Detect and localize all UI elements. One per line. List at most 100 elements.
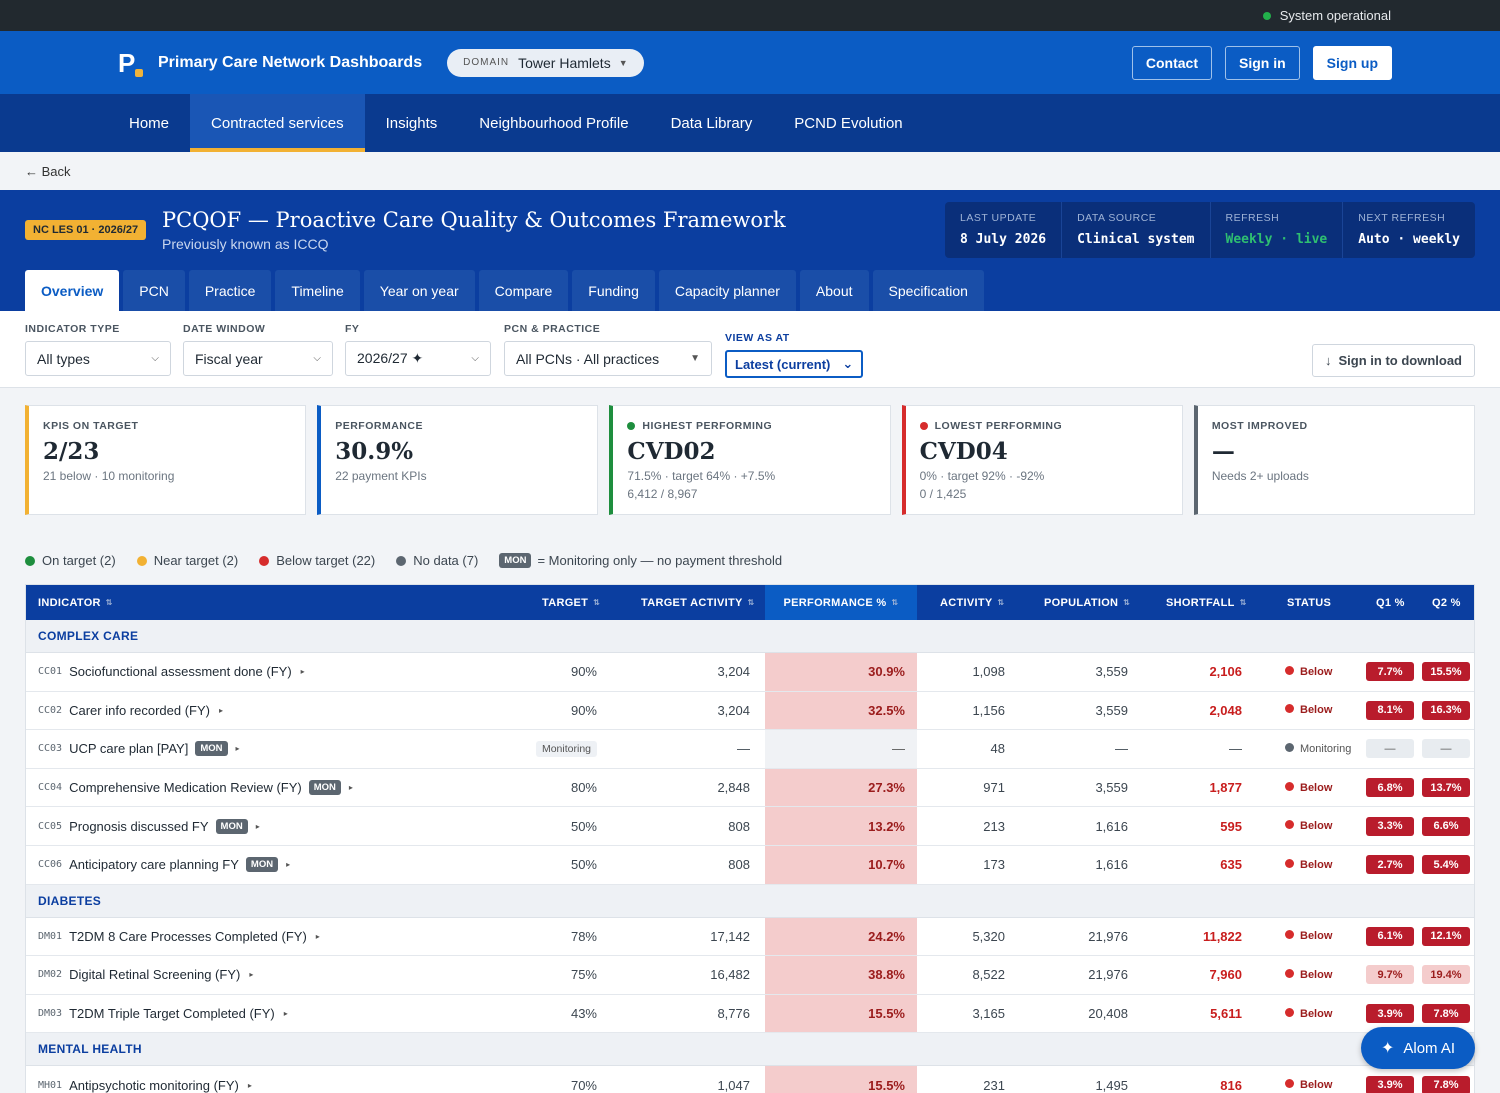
- indicator-name[interactable]: Prognosis discussed FY: [69, 818, 209, 834]
- col-label: STATUS: [1287, 596, 1332, 609]
- tab-compare[interactable]: Compare: [478, 270, 569, 311]
- col-target-activity[interactable]: TARGET ACTIVITY ⇅: [641, 585, 755, 620]
- nav-home[interactable]: Home: [129, 114, 170, 132]
- sort-icon: ⇅: [891, 598, 899, 607]
- chevron-down-icon: ⌵: [313, 353, 321, 364]
- tab-funding[interactable]: Funding: [572, 270, 655, 311]
- legend-label: Below target (22): [276, 553, 376, 568]
- service-code-badge: NC LES 01 · 2026/27: [25, 220, 147, 240]
- meta-value: Auto · weekly: [1358, 232, 1460, 247]
- table-row[interactable]: CC01 Sociofunctional assessment done (FY)…: [26, 653, 1474, 692]
- expand-caret-icon[interactable]: ▸: [300, 667, 305, 677]
- target-value: 90%: [570, 702, 597, 718]
- table-row[interactable]: CC06 Anticipatory care planning FY MON ▸ 50%…: [26, 845, 1474, 885]
- col-label: Q2 %: [1432, 596, 1461, 609]
- indicator-name[interactable]: T2DM 8 Care Processes Completed (FY): [69, 928, 307, 944]
- status-dot-icon: [1285, 820, 1294, 830]
- date-window-select[interactable]: Fiscal year ⌵: [183, 341, 333, 376]
- pcn-practice-select[interactable]: All PCNs · All practices ▼: [504, 341, 712, 376]
- view-as-at-select[interactable]: Latest (current) ⌄: [725, 350, 864, 378]
- alom-ai-button[interactable]: ✦ Alom AI: [1361, 1027, 1475, 1069]
- table-row[interactable]: CC03 UCP care plan [PAY] MON ▸ Monitoring — — 4…: [26, 730, 1474, 769]
- back-link[interactable]: ← Back: [25, 163, 71, 179]
- nav-contracted-services[interactable]: Contracted services: [190, 94, 365, 152]
- indicator-code: CC03: [38, 743, 63, 755]
- table-row[interactable]: DM01 T2DM 8 Care Processes Completed (FY)…: [26, 917, 1474, 957]
- table-row[interactable]: CC02 Carer info recorded (FY) ▸ 90% 3,204 32.…: [26, 691, 1474, 731]
- status-text: Below: [1300, 930, 1333, 943]
- indicator-name[interactable]: Sociofunctional assessment done (FY): [69, 664, 292, 680]
- table-row[interactable]: MH01 Antipsychotic monitoring (FY) ▸ 70% 1,0…: [26, 1066, 1474, 1093]
- table-row[interactable]: CC04 Comprehensive Medication Review (FY)…: [26, 768, 1474, 808]
- table-row[interactable]: DM03 T2DM Triple Target Completed (FY) ▸ 43…: [26, 994, 1474, 1034]
- expand-caret-icon[interactable]: ▸: [286, 860, 291, 870]
- col-target[interactable]: TARGET ⇅: [542, 585, 600, 620]
- table-row[interactable]: DM02 Digital Retinal Screening (FY) ▸ 75% 16…: [26, 956, 1474, 995]
- expand-caret-icon[interactable]: ▸: [218, 705, 223, 715]
- expand-caret-icon[interactable]: ▸: [255, 821, 260, 831]
- expand-caret-icon[interactable]: ▸: [235, 744, 240, 754]
- domain-selector[interactable]: DOMAIN Tower Hamlets ▼: [447, 48, 644, 77]
- nav-pcnd-evolution[interactable]: PCND Evolution: [794, 114, 903, 132]
- fy-select[interactable]: 2026/27 ✦ ⌵: [345, 341, 491, 376]
- sign-in-button[interactable]: Sign in: [1225, 45, 1300, 80]
- kpi-card-lowest[interactable]: LOWEST PERFORMING CVD04 0% · target 92% …: [901, 405, 1183, 515]
- col-shortfall[interactable]: SHORTFALL ⇅: [1166, 585, 1247, 620]
- target-activity-value: 3,204: [717, 664, 750, 680]
- performance-value: 15.5%: [868, 1077, 905, 1093]
- target-activity-value: 16,482: [710, 967, 750, 983]
- nav-neighbourhood-profile[interactable]: Neighbourhood Profile: [479, 114, 629, 132]
- col-population[interactable]: POPULATION ⇅: [1044, 585, 1130, 620]
- mon-badge: MON: [245, 857, 279, 873]
- kpi-label: HIGHEST PERFORMING: [627, 420, 875, 432]
- kpi-card-highest[interactable]: HIGHEST PERFORMING CVD02 71.5% · target …: [609, 405, 891, 515]
- target-value: 50%: [570, 857, 597, 873]
- expand-caret-icon[interactable]: ▸: [249, 970, 254, 980]
- q2-value: 13.7%: [1422, 778, 1470, 798]
- indicator-name[interactable]: Antipsychotic monitoring (FY): [69, 1077, 239, 1093]
- tab-year-on-year[interactable]: Year on year: [363, 270, 475, 311]
- legend-below-target: Below target (22): [259, 553, 375, 568]
- sign-up-button[interactable]: Sign up: [1312, 45, 1392, 80]
- app-logo[interactable]: P: [118, 50, 143, 77]
- tab-specification[interactable]: Specification: [872, 270, 984, 311]
- status-dot-icon: [1285, 1007, 1294, 1017]
- table-row[interactable]: CC05 Prognosis discussed FY MON ▸ 50% 808 13.2…: [26, 807, 1474, 846]
- mon-badge: MON: [195, 741, 228, 757]
- q2-value: 16.3%: [1422, 700, 1470, 720]
- indicator-name[interactable]: Anticipatory care planning FY: [69, 857, 239, 873]
- status-badge: Below: [1285, 930, 1332, 942]
- indicator-type-select[interactable]: All types ⌵: [25, 341, 171, 376]
- col-activity[interactable]: ACTIVITY ⇅: [940, 585, 1005, 620]
- status-dot-icon: [1285, 968, 1294, 978]
- tab-capacity-planner[interactable]: Capacity planner: [658, 270, 796, 311]
- indicator-name[interactable]: UCP care plan [PAY]: [69, 741, 189, 757]
- q2-value: 12.1%: [1422, 926, 1470, 946]
- nav-insights[interactable]: Insights: [385, 114, 438, 132]
- nav-data-library[interactable]: Data Library: [670, 114, 753, 132]
- app-title[interactable]: Primary Care Network Dashboards: [158, 53, 423, 71]
- target-activity-value: —: [737, 741, 750, 757]
- col-indicator[interactable]: INDICATOR ⇅: [38, 585, 113, 620]
- tab-about[interactable]: About: [799, 270, 869, 311]
- indicator-name[interactable]: Comprehensive Medication Review (FY): [69, 780, 302, 796]
- filter-label: DATE WINDOW: [183, 323, 266, 335]
- indicator-name[interactable]: T2DM Triple Target Completed (FY): [69, 1006, 275, 1022]
- tab-pcn[interactable]: PCN: [123, 270, 185, 311]
- expand-caret-icon[interactable]: ▸: [283, 1009, 288, 1019]
- tab-timeline[interactable]: Timeline: [275, 270, 360, 311]
- indicator-name[interactable]: Digital Retinal Screening (FY): [69, 967, 241, 983]
- tab-overview[interactable]: Overview: [25, 270, 120, 311]
- col-performance[interactable]: PERFORMANCE % ⇅: [765, 585, 917, 620]
- contact-button[interactable]: Contact: [1131, 45, 1212, 80]
- expand-caret-icon[interactable]: ▸: [247, 1080, 252, 1090]
- tab-practice[interactable]: Practice: [188, 270, 272, 311]
- expand-caret-icon[interactable]: ▸: [348, 783, 353, 793]
- expand-caret-icon[interactable]: ▸: [315, 931, 320, 941]
- download-button[interactable]: ↓ Sign in to download: [1312, 344, 1475, 377]
- status-text: Monitoring: [1300, 742, 1352, 755]
- kpi-label: MOST IMPROVED: [1211, 420, 1308, 432]
- indicator-name[interactable]: Carer info recorded (FY): [69, 702, 210, 718]
- population-value: 1,616: [1095, 857, 1128, 873]
- green-dot-icon: [25, 555, 35, 566]
